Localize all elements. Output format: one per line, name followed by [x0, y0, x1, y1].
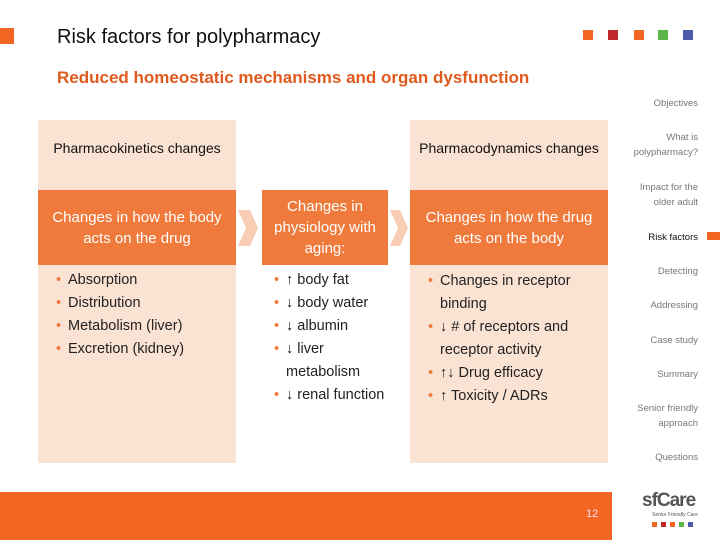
band: Changes in how the body acts on the drug — [38, 190, 236, 265]
nav-item[interactable]: What is polypharmacy? — [633, 132, 698, 158]
bullet: ↓ # of receptors and receptor activity — [428, 316, 606, 362]
arrow — [390, 210, 408, 246]
bullet: Excretion (kidney) — [56, 338, 231, 361]
bullet: ↓ albumin — [274, 315, 394, 338]
arrow — [238, 210, 258, 246]
logo-square — [661, 522, 666, 527]
logo-square — [652, 522, 657, 527]
nav-item[interactable]: Objectives — [653, 98, 698, 109]
logo-tagline: Senior Friendly Care — [652, 512, 698, 518]
nav-item[interactable]: Case study — [650, 335, 698, 346]
nav-item[interactable]: Addressing — [650, 300, 698, 311]
corner-square — [0, 28, 14, 44]
bullet: ↑↓ Drug efficacy — [428, 362, 606, 385]
footer-bar: 12 — [0, 492, 612, 540]
bullet: ↑ body fat — [274, 269, 394, 292]
band-text: Changes in how the drug acts on the body — [425, 208, 593, 247]
deco-square — [634, 30, 644, 40]
nav-item[interactable]: Impact for the older adult — [639, 182, 698, 208]
band-text: Changes in how the body acts on the drug — [52, 208, 222, 247]
logo-square — [688, 522, 693, 527]
logo-square — [670, 522, 675, 527]
logo: sfCare — [642, 490, 696, 511]
bullet: Metabolism (liver) — [56, 315, 231, 338]
panel-title: Pharmacodynamics changes — [419, 140, 599, 156]
deco-square — [608, 30, 618, 40]
deco-square — [658, 30, 668, 40]
bullet: Absorption — [56, 269, 231, 292]
logo-square — [679, 522, 684, 527]
page-number: 12 — [586, 508, 599, 520]
nav-item[interactable]: Risk factors — [648, 232, 698, 243]
deco-square — [583, 30, 593, 40]
bullet-list: ↑ body fat↓ body water↓ albumin↓ liver m… — [274, 269, 394, 407]
bullet: Distribution — [56, 292, 231, 315]
bullet: ↓ renal function — [274, 384, 394, 407]
bullet-list: AbsorptionDistributionMetabolism (liver)… — [56, 269, 231, 361]
nav-item[interactable]: Questions — [655, 452, 698, 463]
nav-item[interactable]: Senior friendly approach — [637, 403, 698, 429]
bullet: Changes in receptor binding — [428, 270, 606, 316]
bullet: ↑ Toxicity / ADRs — [428, 385, 606, 408]
nav-marker — [707, 232, 720, 240]
panel-title: Pharmacokinetics changes — [53, 140, 221, 156]
subtitle: Reduced homeostatic mechanisms and organ… — [57, 68, 530, 87]
nav-item[interactable]: Summary — [657, 369, 698, 380]
nav-item[interactable]: Detecting — [657, 266, 698, 277]
band-text: Changes in physiology with aging: — [274, 198, 376, 257]
bullet: ↓ body water — [274, 292, 394, 315]
title: Risk factors for polypharmacy — [57, 26, 321, 48]
bullet: ↓ liver metabolism — [274, 338, 394, 384]
bullet-list: Changes in receptor binding↓ # of recept… — [428, 270, 606, 408]
band: Changes in how the drug acts on the body — [410, 190, 608, 265]
deco-square — [683, 30, 693, 40]
band: Changes in physiology with aging: — [262, 190, 388, 265]
